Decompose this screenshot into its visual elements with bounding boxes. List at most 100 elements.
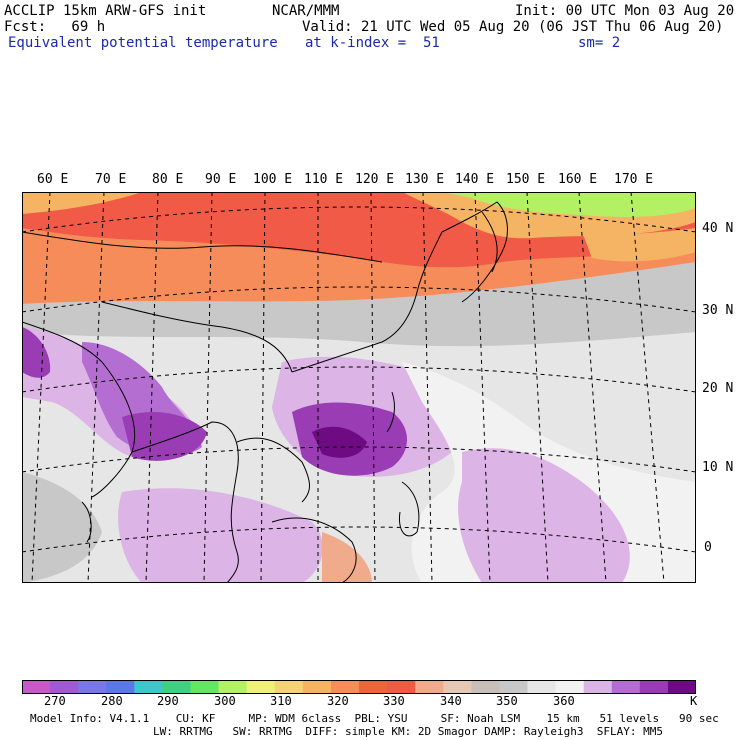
field-name: Equivalent potential temperature <box>8 35 278 51</box>
border-himalaya <box>101 301 293 373</box>
level-index: at k-index = 51 <box>305 35 440 51</box>
colorbar-swatch <box>611 680 641 694</box>
field-region-indian-ocean-purple <box>118 488 323 583</box>
forecast-hour: Fcst: 69 h <box>4 19 106 35</box>
colorbar-tick: 310 <box>270 694 292 708</box>
colorbar-tick: 360 <box>553 694 575 708</box>
colorbar-tick: 320 <box>327 694 349 708</box>
colorbar-tick: 280 <box>101 694 123 708</box>
colorbar-tick: 350 <box>496 694 518 708</box>
parallel <box>22 286 696 313</box>
meridian <box>31 192 51 583</box>
lon-label: 110 E <box>304 172 344 187</box>
colorbar-swatch <box>246 680 276 694</box>
valid-time: Valid: 21 UTC Wed 05 Aug 20 (06 JST Thu … <box>302 19 724 35</box>
lon-label: 160 E <box>558 172 598 187</box>
coastline-korea-japan <box>441 201 508 303</box>
colorbar-swatch <box>555 680 585 694</box>
meridian <box>260 192 266 583</box>
meridian <box>87 192 105 583</box>
lon-label: 150 E <box>506 172 546 187</box>
colorbar-swatch <box>639 680 669 694</box>
coastline-sri-lanka <box>81 501 92 543</box>
lon-label: 60 E <box>37 172 69 187</box>
lon-label: 140 E <box>455 172 495 187</box>
colorbar-swatch <box>134 680 163 694</box>
colorbar-swatch <box>106 680 135 694</box>
field-region-grey-band <box>22 262 696 347</box>
lat-label: 30 N <box>702 303 734 318</box>
colorbar-swatch <box>387 680 416 694</box>
map-frame <box>22 192 696 583</box>
smoothing-value: sm= 2 <box>578 35 621 51</box>
colorbar-swatch <box>359 680 388 694</box>
field-region-arabian-sea-dark <box>22 327 51 378</box>
colorbar-swatch <box>415 680 444 694</box>
colorbar-swatch <box>190 680 220 694</box>
coastline-borneo <box>271 517 357 583</box>
lat-label: 10 N <box>702 460 734 475</box>
colorbar-swatch <box>499 680 528 694</box>
meridian <box>203 192 213 583</box>
coastline-indochina-west <box>131 421 239 583</box>
colorbar-tick: 330 <box>383 694 405 708</box>
parallel <box>22 206 696 233</box>
lon-label: 80 E <box>152 172 184 187</box>
coastline-india <box>22 321 136 498</box>
meridian <box>630 192 665 583</box>
lon-label: 120 E <box>355 172 395 187</box>
colorbar-swatch <box>22 680 51 694</box>
colorbar-tick: 270 <box>44 694 66 708</box>
meridian <box>578 192 607 583</box>
lat-label: 20 N <box>702 381 734 396</box>
field-region-southwest-grey <box>22 472 102 583</box>
center-name: NCAR/MMM <box>272 3 340 19</box>
colorbar-tick: 290 <box>157 694 179 708</box>
colorbar-swatch <box>162 680 191 694</box>
colorbar-swatch <box>471 680 500 694</box>
lon-label: 170 E <box>614 172 654 187</box>
colorbar-swatch <box>302 680 332 694</box>
colorbar-swatch <box>443 680 472 694</box>
lon-label: 130 E <box>405 172 445 187</box>
meridian <box>526 192 549 583</box>
model-info-line2: LW: RRTMG SW: RRTMG DIFF: simple KM: 2D … <box>153 725 663 738</box>
colorbar-swatch <box>218 680 248 694</box>
meridian <box>474 192 491 583</box>
meridian <box>145 192 159 583</box>
field-region-pacific-orange <box>582 228 696 262</box>
coastline-china <box>291 231 443 373</box>
colorbar-tick: 300 <box>214 694 236 708</box>
model-info-line1: Model Info: V4.1.1 CU: KF MP: WDM 6class… <box>30 712 719 725</box>
coastline-philippines <box>398 481 420 537</box>
field-region-northwest-light <box>22 192 142 214</box>
lat-label: 40 N <box>702 221 734 236</box>
meridian <box>422 192 433 583</box>
lat-label: 0 <box>704 540 712 555</box>
field-region-borneo-salmon <box>322 532 372 583</box>
colorbar <box>22 680 696 694</box>
parallel <box>22 446 696 473</box>
colorbar-swatch <box>583 680 613 694</box>
meridian <box>370 192 376 583</box>
colorbar-swatch <box>78 680 107 694</box>
colorbar-units: K <box>690 694 698 708</box>
lon-label: 90 E <box>205 172 237 187</box>
coastline-indochina <box>236 437 310 503</box>
coastlines <box>22 201 508 583</box>
init-time: Init: 00 UTC Mon 03 Aug 20 <box>515 3 735 19</box>
colorbar-tick: 340 <box>440 694 462 708</box>
field-region-pacific-purple <box>458 448 630 583</box>
parallel <box>22 366 696 393</box>
field-region-south-china-sea-darkest <box>312 426 367 458</box>
parallel <box>22 526 696 553</box>
colorbar-swatch <box>50 680 79 694</box>
graticule <box>22 192 696 583</box>
theta-e-map <box>22 192 696 583</box>
colorbar-swatch <box>667 680 696 694</box>
colorbar-swatch <box>527 680 557 694</box>
lon-label: 100 E <box>253 172 293 187</box>
lon-label: 70 E <box>95 172 127 187</box>
colorbar-swatch <box>330 680 360 694</box>
border-mongolia <box>22 231 383 263</box>
